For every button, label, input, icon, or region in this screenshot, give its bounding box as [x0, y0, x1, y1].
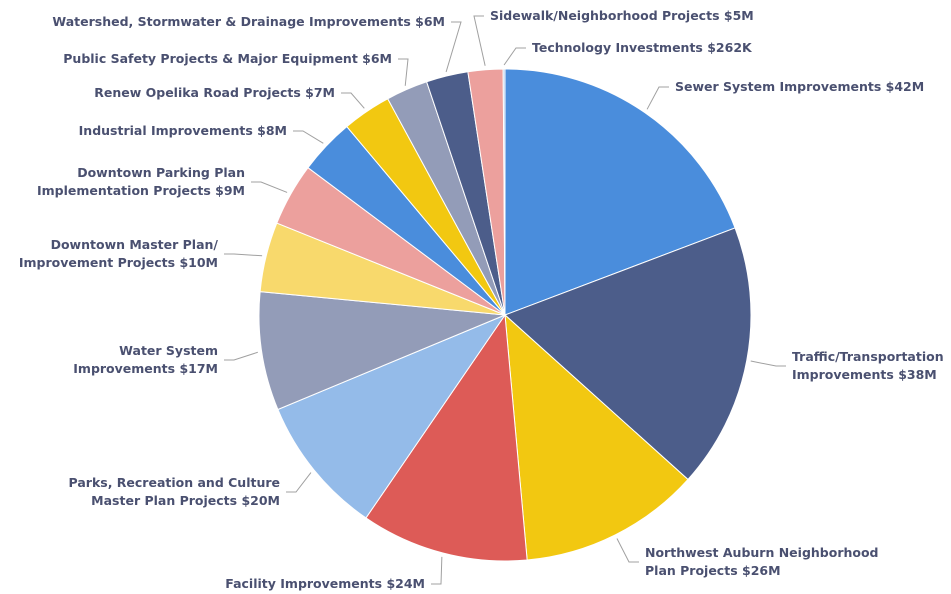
category-label: Northwest Auburn Neighborhood Plan Proje… [645, 545, 879, 578]
value-label: $9M [215, 183, 245, 198]
value-label: $10M [179, 255, 218, 270]
category-label: Traffic/Transportation Improvements [792, 349, 944, 382]
leader-line [445, 21, 462, 73]
category-label: Renew Opelika Road Projects [94, 85, 301, 100]
value-label: $26M [742, 563, 781, 578]
leader-line [473, 15, 486, 66]
pie-slice [258, 291, 506, 411]
pie-slice [504, 68, 736, 316]
leader-line [224, 351, 258, 361]
value-label: $8M [257, 123, 287, 138]
value-label: $24M [386, 576, 425, 591]
category-label: Industrial Improvements [78, 123, 253, 138]
value-label: $38M [898, 367, 937, 382]
pie-slice [365, 313, 528, 562]
category-label: Water System Improvements [73, 343, 218, 376]
slice-label: Parks, Recreation and Culture Master Pla… [69, 474, 280, 510]
value-label: $262K [707, 40, 752, 55]
slice-label: Watershed, Stormwater & Drainage Improve… [52, 13, 445, 31]
leader-line [616, 538, 639, 563]
value-label: $6M [362, 51, 392, 66]
category-label: Public Safety Projects & Major Equipment [63, 51, 358, 66]
value-label: $20M [241, 493, 280, 508]
slice-label: Technology Investments $262K [532, 39, 752, 57]
pie-slice [504, 313, 689, 561]
leader-line [293, 130, 324, 144]
slice-label: Facility Improvements $24M [225, 575, 425, 593]
slice-label: Sewer System Improvements $42M [675, 78, 924, 96]
category-label: Downtown Master Plan/ Improvement Projec… [18, 237, 218, 270]
slice-label: Downtown Master Plan/ Improvement Projec… [19, 236, 218, 272]
category-label: Sewer System Improvements [675, 79, 882, 94]
leader-line [750, 360, 786, 367]
leader-line [286, 472, 312, 493]
category-label: Downtown Parking Plan Implementation Pro… [36, 165, 245, 198]
slice-label: Northwest Auburn Neighborhood Plan Proje… [645, 544, 879, 580]
value-label: $42M [885, 79, 925, 94]
pie-slice [277, 313, 507, 519]
value-label: $5M [723, 8, 754, 23]
leader-line [341, 92, 365, 109]
leader-line [646, 86, 669, 110]
category-label: Watershed, Stormwater & Drainage Improve… [52, 14, 411, 29]
slice-label: Public Safety Projects & Major Equipment… [63, 50, 392, 68]
category-label: Sidewalk/Neighborhood Projects [490, 8, 720, 23]
category-label: Facility Improvements [225, 576, 383, 591]
value-label: $7M [305, 85, 335, 100]
leader-line [503, 47, 526, 66]
value-label: $17M [179, 361, 218, 376]
leader-line [398, 58, 409, 86]
slice-label: Renew Opelika Road Projects $7M [94, 84, 335, 102]
leader-line [431, 556, 443, 585]
leader-line [224, 253, 263, 257]
pie-slice [504, 227, 752, 481]
value-label: $6M [415, 14, 445, 29]
category-label: Technology Investments [532, 40, 703, 55]
slice-label: Sidewalk/Neighborhood Projects $5M [490, 7, 754, 25]
category-label: Parks, Recreation and Culture Master Pla… [68, 475, 280, 508]
leader-line [251, 181, 288, 193]
slice-label: Industrial Improvements $8M [79, 122, 287, 140]
pie-slice [502, 68, 506, 316]
slice-label: Downtown Parking Plan Implementation Pro… [37, 164, 245, 200]
slice-label: Water System Improvements $17M [73, 342, 218, 378]
slice-label: Traffic/Transportation Improvements $38M [792, 348, 944, 384]
